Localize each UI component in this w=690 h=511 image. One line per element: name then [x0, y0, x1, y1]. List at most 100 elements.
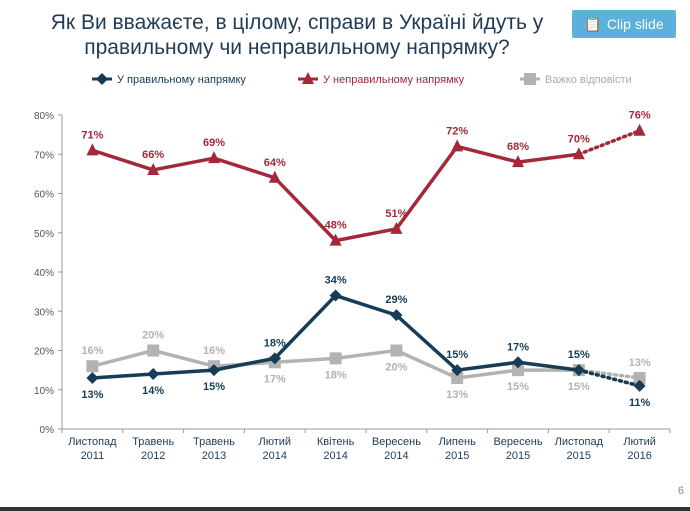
footer-bar	[0, 507, 690, 511]
series-segment	[151, 156, 216, 172]
data-label: 20%	[385, 362, 407, 374]
legend-marker-triangle	[302, 72, 314, 84]
legend-marker-square	[524, 73, 536, 85]
series-segment	[394, 348, 459, 380]
x-tick-label: Травень	[132, 436, 174, 448]
x-tick-label: Вересень	[493, 436, 542, 448]
data-point-diamond	[208, 364, 220, 377]
data-point-diamond	[86, 371, 99, 384]
series-segment	[333, 348, 399, 361]
data-label: 72%	[446, 125, 468, 137]
y-tick-label: 60%	[34, 190, 54, 201]
series-segment	[516, 360, 581, 372]
x-tick-label: 2011	[81, 450, 105, 462]
data-label: 13%	[81, 389, 103, 401]
data-label: 71%	[81, 129, 103, 141]
data-label: 15%	[568, 381, 590, 393]
x-tick-label: 2013	[202, 450, 226, 462]
series-segment	[151, 368, 216, 376]
series-segment	[333, 227, 399, 243]
data-label: 34%	[325, 275, 347, 287]
x-tick-label: Лютий	[259, 436, 292, 448]
data-label: 29%	[385, 294, 407, 306]
y-tick-label: 10%	[34, 386, 54, 397]
data-point-square	[451, 371, 464, 384]
data-label: 16%	[203, 345, 225, 357]
legend-label: Важко відповісти	[545, 74, 632, 86]
series-segment	[455, 360, 520, 372]
y-tick-label: 50%	[34, 229, 54, 240]
data-label: 18%	[325, 369, 347, 381]
page-number: 6	[677, 485, 684, 497]
x-tick-label: Вересень	[372, 436, 421, 448]
data-point-diamond	[268, 352, 281, 365]
series-segment	[577, 128, 642, 156]
y-tick-label: 30%	[34, 307, 54, 318]
series-segment	[273, 176, 338, 243]
data-label: 68%	[507, 141, 529, 153]
series-segment	[90, 348, 155, 368]
data-label: 15%	[446, 349, 468, 361]
data-point-diamond	[572, 364, 585, 377]
x-tick-label: Листопад	[555, 436, 604, 448]
data-label: 70%	[568, 133, 590, 145]
data-point-diamond	[390, 309, 403, 322]
series-segment	[212, 156, 277, 180]
data-point-diamond	[633, 379, 646, 392]
clipboard-icon: 📋	[584, 15, 602, 32]
clip-slide-button[interactable]: 📋 Clip slide	[572, 10, 676, 38]
series-segment	[455, 368, 520, 380]
data-point-square	[329, 352, 342, 365]
y-tick-label: 0%	[40, 425, 55, 436]
series-segment	[273, 356, 338, 365]
y-tick-label: 40%	[34, 268, 54, 279]
data-point-triangle	[329, 233, 342, 246]
data-point-diamond	[147, 368, 160, 381]
data-label: 17%	[507, 341, 529, 353]
data-point-triangle	[451, 139, 464, 152]
series-segment	[333, 293, 399, 317]
x-tick-label: 2012	[141, 450, 165, 462]
data-label: 13%	[446, 389, 468, 401]
data-point-triangle	[86, 143, 99, 156]
data-label: 14%	[142, 385, 164, 397]
series-segment	[516, 152, 581, 164]
x-tick-label: 2015	[506, 450, 530, 462]
x-tick-label: 2014	[263, 450, 287, 462]
data-point-square	[512, 364, 524, 377]
x-tick-label: Листопад	[68, 436, 117, 448]
data-point-triangle	[268, 170, 281, 183]
data-point-triangle	[512, 155, 524, 168]
data-label: 76%	[629, 110, 651, 122]
data-point-square	[86, 360, 99, 373]
series-segment	[394, 144, 459, 231]
data-point-square	[633, 371, 646, 384]
series-segment	[455, 144, 520, 164]
data-point-square	[390, 344, 403, 357]
data-point-triangle	[390, 221, 403, 234]
x-tick-label: 2015	[567, 450, 591, 462]
legend-label: У правильному напрямку	[117, 74, 246, 86]
data-label: 51%	[385, 208, 407, 220]
data-point-diamond	[329, 289, 342, 302]
legend-label: У неправильному напрямку	[323, 74, 465, 86]
y-tick-label: 20%	[34, 347, 54, 358]
data-point-diamond	[451, 364, 464, 377]
series-segment	[394, 313, 459, 372]
data-point-triangle	[633, 123, 646, 136]
slide-title: Як Ви вважаєте, в цілому, справи в Украї…	[50, 11, 544, 59]
data-point-triangle	[208, 151, 220, 164]
data-label: 11%	[629, 397, 651, 409]
data-label: 20%	[142, 330, 164, 342]
series-segment	[577, 368, 642, 380]
clip-slide-label: Clip slide	[606, 16, 664, 32]
data-label: 13%	[629, 357, 651, 369]
series-segment	[151, 348, 216, 368]
data-label: 15%	[507, 381, 529, 393]
data-label: 66%	[142, 149, 164, 161]
data-label: 17%	[264, 373, 286, 385]
data-point-triangle	[572, 147, 585, 160]
data-label: 69%	[203, 137, 225, 149]
data-label: 18%	[264, 337, 286, 349]
